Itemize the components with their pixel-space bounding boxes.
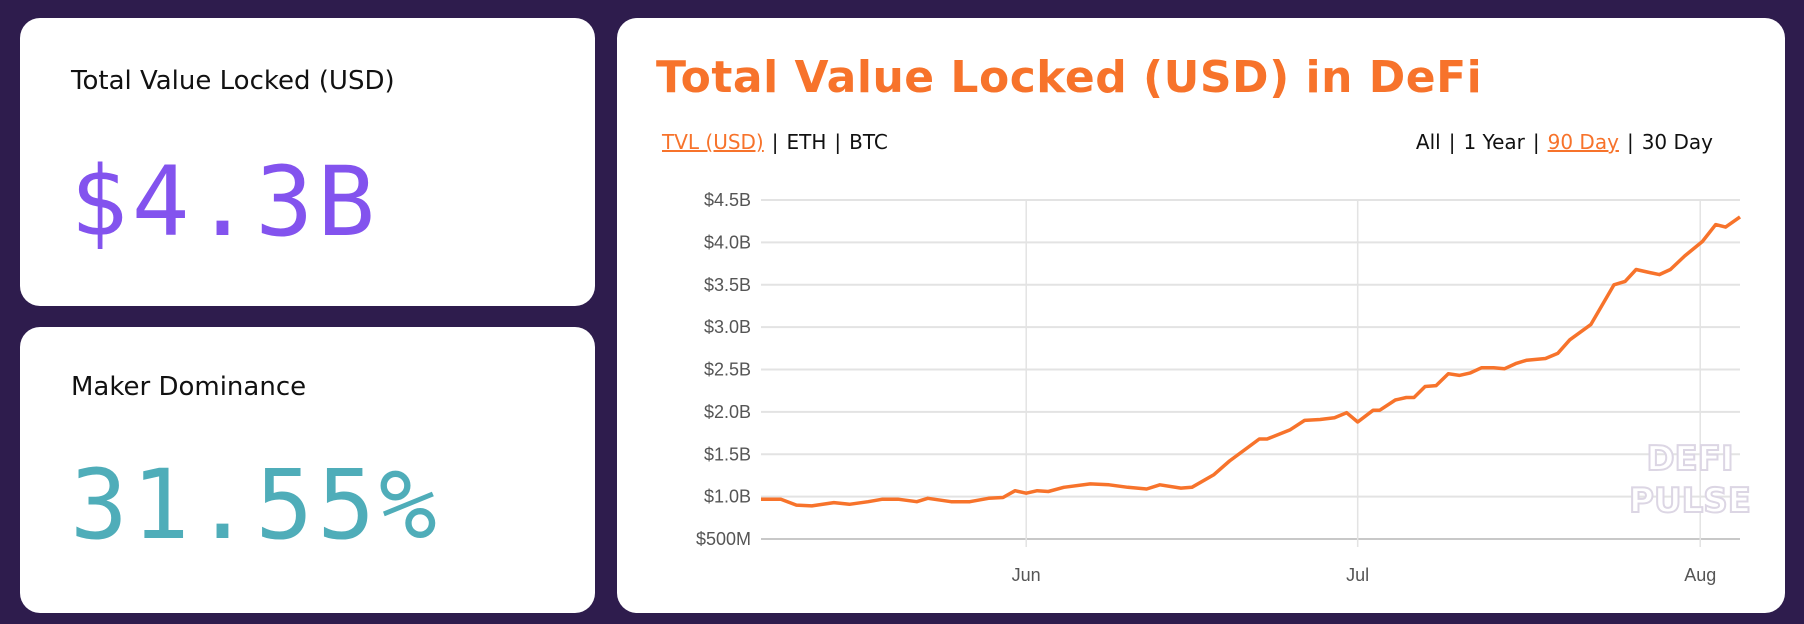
separator: | [1626, 130, 1634, 154]
separator: | [1448, 130, 1456, 154]
watermark-defi: DEFI [1646, 439, 1733, 479]
currency-selector: TVL (USD) | ETH | BTC [662, 130, 888, 154]
y-tick-label: $3.0B [704, 317, 751, 337]
tvl-series-line [761, 215, 1742, 508]
y-tick-label: $1.0B [704, 487, 751, 507]
currency-btc[interactable]: BTC [849, 130, 888, 154]
currency-eth[interactable]: ETH [786, 130, 827, 154]
chart-title: Total Value Locked (USD) in DeFi [656, 52, 1483, 103]
range-90-day[interactable]: 90 Day [1547, 130, 1619, 154]
y-tick-label: $1.5B [704, 444, 751, 464]
y-tick-label: $2.5B [704, 360, 751, 380]
y-tick-label: $3.5B [704, 275, 751, 295]
tvl-chart-card: Total Value Locked (USD) in DeFi TVL (US… [617, 18, 1785, 613]
range-all[interactable]: All [1415, 130, 1441, 154]
range-30-day[interactable]: 30 Day [1641, 130, 1713, 154]
maker-dominance-label: Maker Dominance [71, 372, 307, 402]
watermark-pulse: PULSE [1629, 481, 1751, 521]
range-selector: All | 1 Year | 90 Day | 30 Day [1416, 130, 1713, 154]
x-tick-label: Aug [1684, 565, 1716, 585]
maker-dominance-value: 31.55% [70, 449, 441, 561]
x-tick-label: Jun [1012, 565, 1041, 585]
separator: | [834, 130, 842, 154]
separator: | [771, 130, 779, 154]
range-1-year[interactable]: 1 Year [1463, 130, 1525, 154]
y-tick-label: $2.0B [704, 402, 751, 422]
separator: | [1532, 130, 1540, 154]
y-tick-label: $4.0B [704, 232, 751, 252]
x-tick-label: Jul [1346, 565, 1369, 585]
currency-tvl-usd[interactable]: TVL (USD) [662, 130, 764, 154]
y-tick-label: $500M [696, 529, 751, 549]
tvl-label: Total Value Locked (USD) [71, 66, 395, 96]
y-tick-label: $4.5B [704, 190, 751, 210]
tvl-card: Total Value Locked (USD) $4.3B [20, 18, 595, 306]
maker-dominance-card: Maker Dominance 31.55% [20, 327, 595, 613]
tvl-value: $4.3B [70, 146, 379, 258]
